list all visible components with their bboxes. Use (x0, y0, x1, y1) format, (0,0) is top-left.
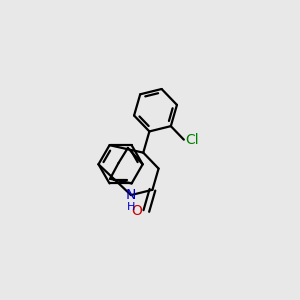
Text: H: H (127, 202, 135, 212)
Text: Cl: Cl (185, 133, 199, 147)
Text: N: N (126, 188, 136, 202)
Text: O: O (131, 204, 142, 218)
